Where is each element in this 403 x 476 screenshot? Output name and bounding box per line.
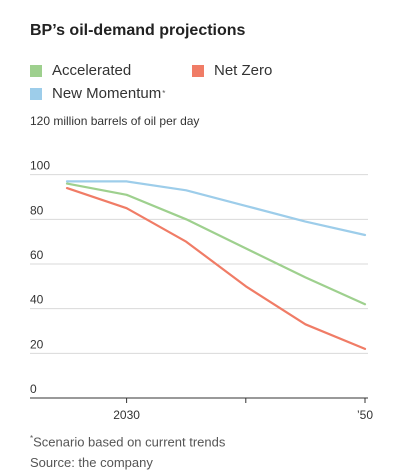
y-tick-label-20: 20 bbox=[30, 337, 44, 351]
series-line-new-momentum bbox=[65, 180, 367, 237]
legend-label-new-momentum: New Momentum bbox=[52, 85, 162, 102]
y-tick-label-100: 100 bbox=[30, 159, 50, 173]
legend-label-accelerated: Accelerated bbox=[52, 62, 132, 79]
legend-item-accelerated: Accelerated bbox=[30, 62, 131, 79]
legend-swatch-accelerated bbox=[30, 64, 42, 77]
y-tick-label-0: 0 bbox=[30, 382, 37, 396]
legend-label-net-zero: Net Zero bbox=[214, 62, 273, 79]
y-tick-label-60: 60 bbox=[30, 248, 44, 262]
footnote-text: Scenario based on current trends bbox=[33, 434, 226, 450]
y-tick-label-80: 80 bbox=[30, 203, 44, 217]
legend-footnote-marker: * bbox=[162, 89, 166, 98]
y-tick-label-40: 40 bbox=[30, 293, 44, 307]
legend-swatch-net-zero bbox=[192, 64, 204, 77]
chart-title: BP’s oil-demand projections bbox=[30, 22, 246, 39]
footnote-scenario: *Scenario based on current trends bbox=[30, 434, 225, 449]
legend-swatch-new-momentum bbox=[30, 87, 42, 100]
legend-item-net-zero: Net Zero bbox=[192, 62, 272, 79]
source-note: Source: the company bbox=[30, 455, 153, 470]
series-line-net-zero bbox=[65, 187, 367, 350]
x-tick-label-2050: ’50 bbox=[357, 408, 373, 422]
footnote-marker: * bbox=[30, 434, 34, 443]
y-tick-label-120: 120 million barrels of oil per day bbox=[30, 114, 199, 128]
legend-item-new-momentum: New Momentum * bbox=[30, 85, 165, 102]
series-line-accelerated bbox=[65, 182, 367, 306]
x-tick-label-2030: 2030 bbox=[113, 408, 140, 422]
